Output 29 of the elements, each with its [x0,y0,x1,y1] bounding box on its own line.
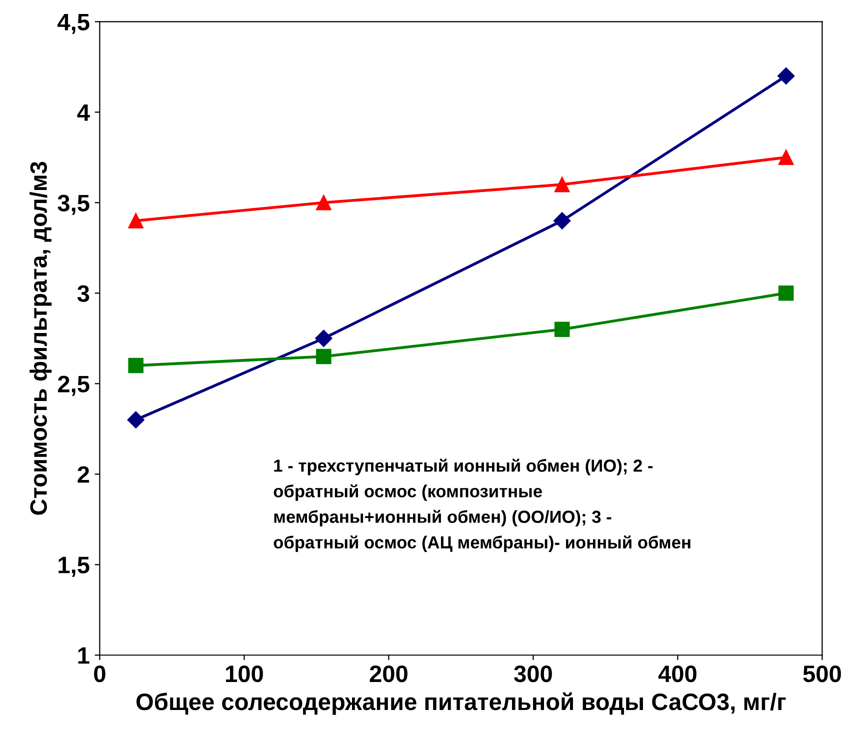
y-tick-label: 2,5 [58,376,90,396]
x-axis-title: Общее солесодержание питательной воды СаСО3, мг/г [136,692,786,715]
point [554,322,570,337]
point [128,358,144,374]
y-tick-label: 1,5 [58,556,90,577]
point [778,67,795,85]
x-tick-label: 300 [514,665,552,682]
point [128,213,144,228]
point [127,411,144,428]
y-tick-label: 3,5 [58,194,90,215]
y-tick-label: 4,5 [58,14,90,34]
point [315,330,332,347]
point [778,286,794,301]
point [554,212,571,230]
x-tick-label: 400 [658,665,696,682]
point [316,195,332,210]
y-axis-title: Стоимость фильтрата, дол/м3 [30,162,52,515]
y-tick-label: 1 [78,647,90,664]
x-tick-label: 100 [226,665,263,682]
point [554,176,570,192]
y-tick-label: 2 [78,466,90,483]
point [778,150,794,166]
x-tick-label: 200 [370,665,408,682]
y-tick-label: 4 [77,104,90,121]
annotation: 1 - трехступенчатый ионный обмен (ИО); 2 - обратный осмос (композитные мембраны+ионный обмен) (ОО/ИО); 3 - обратный осмос (АЦ мембраны)- ионный обмен [274,458,690,552]
point [316,348,332,364]
y-tick-label: 3 [77,285,90,302]
x-tick-label: 500 [803,665,841,682]
x-tick-label: 0 [94,665,106,682]
